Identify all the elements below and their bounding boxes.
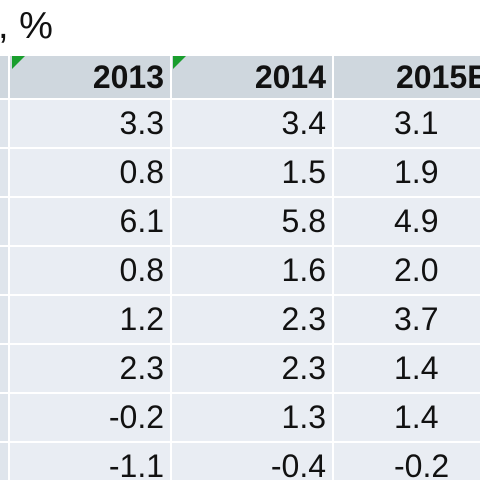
- table-row: 2.3 2.3 1.4: [0, 345, 480, 394]
- table-row: 3.3 3.4 3.1: [0, 100, 480, 149]
- row-label-cell[interactable]: [0, 198, 10, 245]
- row-label-cell[interactable]: [0, 149, 10, 196]
- row-label-cell[interactable]: [0, 394, 10, 441]
- table-cell[interactable]: 4.9: [334, 198, 480, 245]
- table-row: 0.8 1.5 1.9: [0, 149, 480, 198]
- table-cell[interactable]: 6.1: [10, 198, 172, 245]
- comment-indicator-icon: [173, 56, 186, 69]
- row-label-cell[interactable]: [0, 296, 10, 343]
- table-cell[interactable]: -0.2: [10, 394, 172, 441]
- table-cell[interactable]: 3.3: [10, 100, 172, 147]
- table-cell[interactable]: -1.1: [10, 443, 172, 480]
- header-cell-2014[interactable]: 2014: [172, 56, 334, 98]
- table-cell[interactable]: 1.4: [334, 345, 480, 392]
- table-title-fragment: , %: [0, 5, 53, 47]
- table-cell[interactable]: 1.5: [172, 149, 334, 196]
- header-cell-label[interactable]: [0, 56, 10, 98]
- row-label-cell[interactable]: [0, 443, 10, 480]
- table-cell[interactable]: -0.4: [172, 443, 334, 480]
- row-label-cell[interactable]: [0, 247, 10, 294]
- table-cell[interactable]: 1.4: [334, 394, 480, 441]
- table-row: 0.8 1.6 2.0: [0, 247, 480, 296]
- table-cell[interactable]: 1.6: [172, 247, 334, 294]
- table-row: -1.1 -0.4 -0.2: [0, 443, 480, 480]
- data-table: 2013 2014 2015E 3.3 3.4 3.1 0.8 1.5 1.9 …: [0, 56, 480, 480]
- table-cell[interactable]: 0.8: [10, 247, 172, 294]
- comment-indicator-icon: [12, 56, 25, 69]
- table-row: -0.2 1.3 1.4: [0, 394, 480, 443]
- table-cell[interactable]: 2.3: [10, 345, 172, 392]
- table-row: 1.2 2.3 3.7: [0, 296, 480, 345]
- table-cell[interactable]: -0.2: [334, 443, 480, 480]
- header-row: 2013 2014 2015E: [0, 56, 480, 100]
- table-cell[interactable]: 3.1: [334, 100, 480, 147]
- header-cell-2013[interactable]: 2013: [10, 56, 172, 98]
- table-cell[interactable]: 2.3: [172, 345, 334, 392]
- header-cell-2015e[interactable]: 2015E: [396, 58, 480, 95]
- row-label-cell[interactable]: [0, 345, 10, 392]
- table-cell[interactable]: 3.4: [172, 100, 334, 147]
- table-cell[interactable]: 3.7: [334, 296, 480, 343]
- table-row: 6.1 5.8 4.9: [0, 198, 480, 247]
- table-cell[interactable]: 1.2: [10, 296, 172, 343]
- table-cell[interactable]: 2.0: [334, 247, 480, 294]
- table-cell[interactable]: 0.8: [10, 149, 172, 196]
- table-cell[interactable]: 2.3: [172, 296, 334, 343]
- table-cell[interactable]: 1.9: [334, 149, 480, 196]
- table-cell[interactable]: 5.8: [172, 198, 334, 245]
- row-label-cell[interactable]: [0, 100, 10, 147]
- table-cell[interactable]: 1.3: [172, 394, 334, 441]
